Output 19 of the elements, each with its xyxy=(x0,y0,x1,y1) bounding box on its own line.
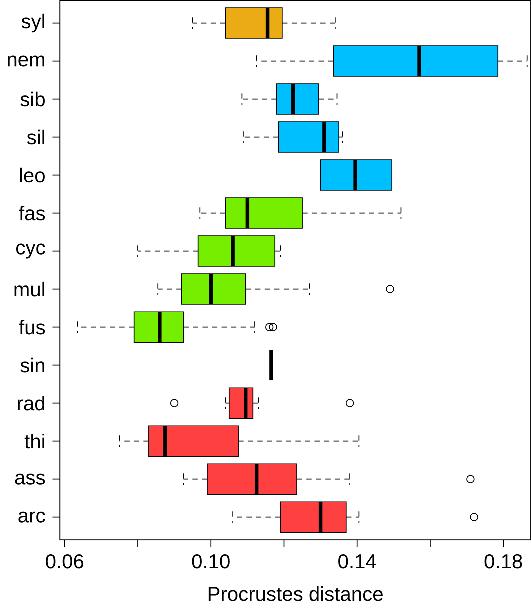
y-tick-label: sil xyxy=(27,130,44,145)
y-tick-label: rad xyxy=(18,396,44,411)
y-tick-label: sin xyxy=(20,358,44,373)
x-tick-label: 0.06 xyxy=(46,554,84,569)
x-axis-title: Procrustes distance xyxy=(208,586,383,602)
y-tick-label: arc xyxy=(18,512,46,523)
y-tick-label: leo xyxy=(20,168,45,183)
x-tick-label: 0.14 xyxy=(338,554,376,569)
y-tick-label: syl xyxy=(22,14,44,33)
x-tick-label: 0.18 xyxy=(484,554,522,569)
y-tick-label: mul xyxy=(14,282,44,297)
y-tick-label: fus xyxy=(19,320,45,335)
x-tick-label: 0.10 xyxy=(192,554,230,569)
y-tick-label: fas xyxy=(19,206,45,221)
y-tick-label: sib xyxy=(20,92,45,107)
y-tick-label: cyc xyxy=(16,244,46,259)
y-tick-label: ass xyxy=(15,474,45,485)
y-tick-label: nem xyxy=(8,56,44,67)
y-tick-label: thi xyxy=(24,434,44,449)
